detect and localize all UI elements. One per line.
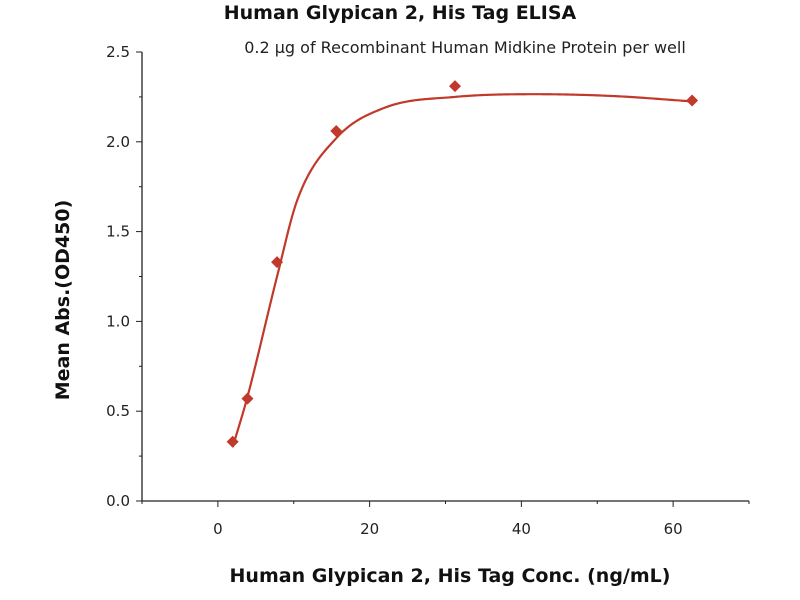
- y-tick-label: 1.0: [106, 312, 130, 330]
- chart-title: Human Glypican 2, His Tag ELISA: [223, 2, 577, 24]
- y-tick-label: 0.5: [106, 402, 130, 420]
- x-tick-label: 0: [213, 520, 223, 538]
- chart-subtitle: 0.2 μg of Recombinant Human Midkine Prot…: [244, 38, 686, 57]
- fit-curve-group: [231, 93, 693, 448]
- y-tick-label: 1.5: [106, 223, 130, 241]
- axes: [141, 52, 749, 502]
- x-tick-label: 20: [360, 520, 379, 538]
- data-point: [241, 392, 254, 405]
- data-point: [686, 94, 699, 107]
- data-point: [330, 125, 343, 138]
- data-points: [226, 80, 699, 448]
- data-point: [226, 435, 239, 448]
- data-point: [271, 256, 284, 269]
- ticks: 0.0 0.5 1.0 1.5 2.0 2.5 0 20 40 60: [106, 43, 750, 538]
- y-tick-label: 2.0: [106, 133, 130, 151]
- x-tick-label: 40: [512, 520, 531, 538]
- x-tick-label: 60: [664, 520, 683, 538]
- y-tick-label: 2.5: [106, 43, 130, 61]
- y-axis-title: Mean Abs.(OD450): [52, 199, 74, 401]
- data-point: [448, 80, 461, 93]
- y-tick-label: 0.0: [106, 492, 130, 510]
- x-axis-title: Human Glypican 2, His Tag Conc. (ng/mL): [229, 565, 671, 587]
- fit-curve: [231, 93, 693, 448]
